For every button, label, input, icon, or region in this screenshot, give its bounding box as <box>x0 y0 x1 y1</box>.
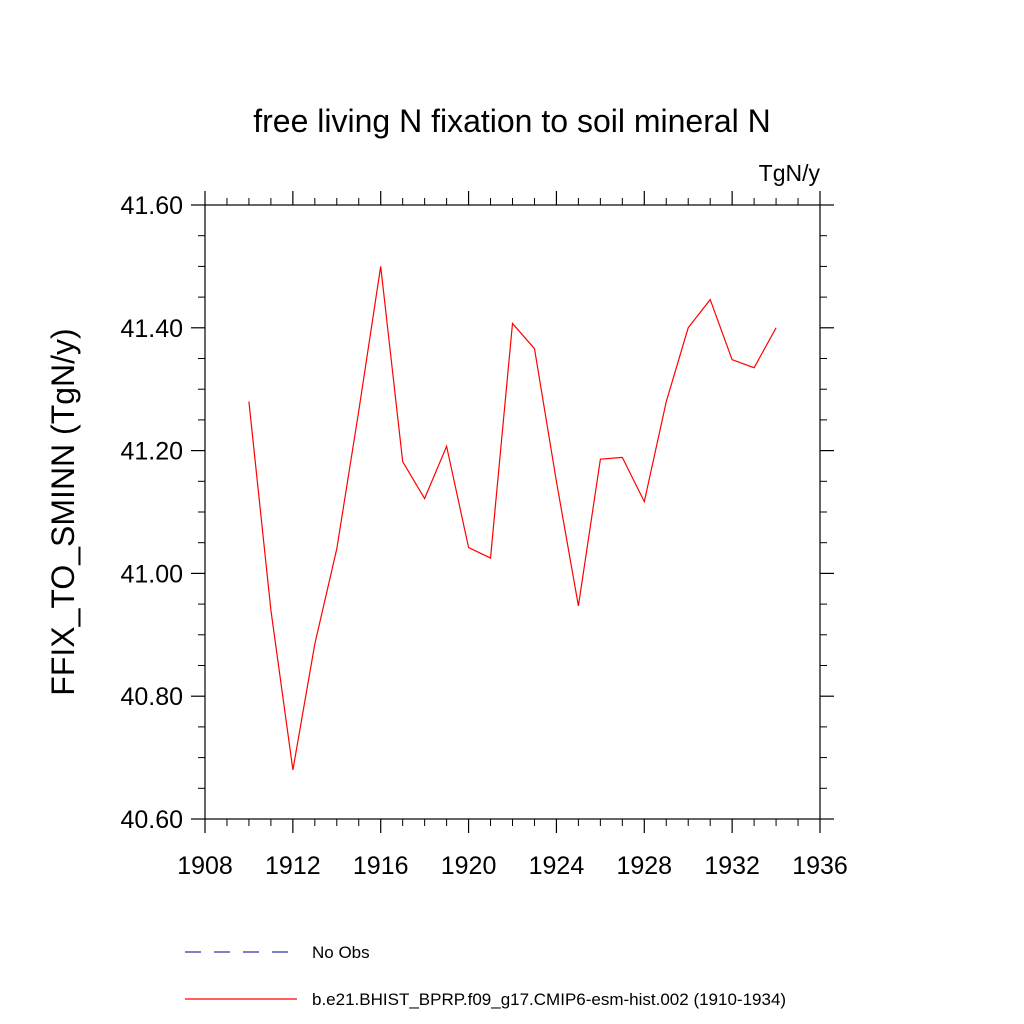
legend-label: b.e21.BHIST_BPRP.f09_g17.CMIP6-esm-hist.… <box>312 990 786 1009</box>
x-tick-label: 1936 <box>792 852 848 880</box>
y-tick-label: 41.00 <box>120 560 183 588</box>
legend: No Obs b.e21.BHIST_BPRP.f09_g17.CMIP6-esm… <box>185 943 786 1009</box>
x-tick-label: 1908 <box>177 852 233 880</box>
x-tick-label: 1916 <box>353 852 409 880</box>
tick-labels: 1908 1912 1916 1920 1924 1928 1932 1936 40.60 40.… <box>120 192 847 880</box>
y-tick-label: 41.40 <box>120 315 183 343</box>
minor-ticks <box>198 198 827 826</box>
x-tick-label: 1924 <box>529 852 585 880</box>
series-line <box>248 266 777 771</box>
x-tick-label: 1912 <box>265 852 321 880</box>
x-tick-label: 1932 <box>704 852 760 880</box>
x-tick-label: 1928 <box>616 852 672 880</box>
legend-label: No Obs <box>312 943 370 962</box>
y-tick-label: 41.60 <box>120 192 183 220</box>
y-tick-label: 40.60 <box>120 806 183 834</box>
units-label: TgN/y <box>759 160 821 186</box>
y-tick-label: 40.80 <box>120 683 183 711</box>
plot-frame <box>204 204 821 820</box>
series-group <box>248 266 777 771</box>
chart-title: free living N fixation to soil mineral N <box>253 103 771 139</box>
y-tick-label: 41.20 <box>120 438 183 466</box>
y-axis-label: FFIX_TO_SMINN (TgN/y) <box>45 328 81 695</box>
major-ticks <box>191 191 834 833</box>
x-tick-label: 1920 <box>441 852 497 880</box>
